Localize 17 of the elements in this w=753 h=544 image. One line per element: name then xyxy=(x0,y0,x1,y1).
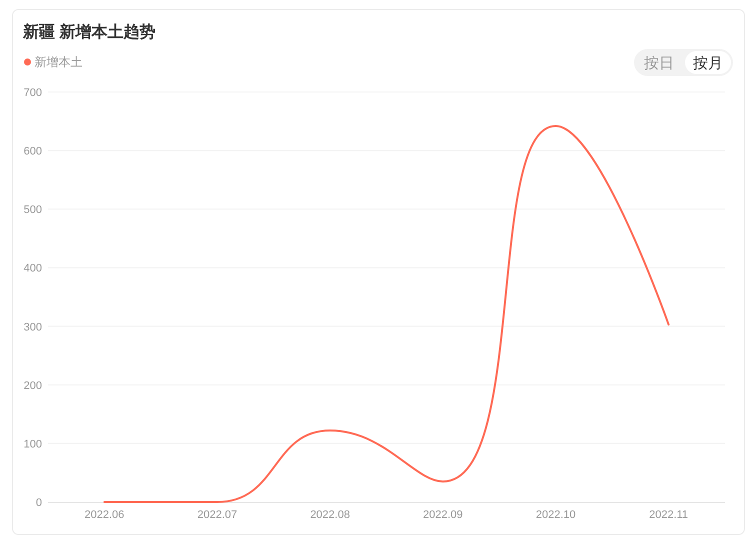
chart-title: 新疆 新增本土趋势 xyxy=(22,23,156,41)
y-tick-label: 500 xyxy=(24,204,42,216)
y-tick-label: 400 xyxy=(24,262,42,275)
y-tick-label: 100 xyxy=(24,438,42,450)
x-tick-label: 2022.10 xyxy=(536,509,576,521)
y-tick-label: 0 xyxy=(36,497,42,509)
x-tick-label: 2022.07 xyxy=(197,509,238,521)
legend-label: 新增本土 xyxy=(34,55,82,70)
x-tick-label: 2022.09 xyxy=(423,509,463,521)
line-series xyxy=(103,124,670,503)
y-tick-label: 200 xyxy=(24,380,42,392)
x-tick-label: 2022.06 xyxy=(84,509,124,521)
y-tick-label: 700 xyxy=(24,87,42,99)
x-tick-label: 2022.11 xyxy=(649,509,688,521)
x-tick-label: 2022.08 xyxy=(310,509,350,521)
y-tick-label: 600 xyxy=(24,146,42,158)
y-tick-label: 300 xyxy=(24,321,42,334)
